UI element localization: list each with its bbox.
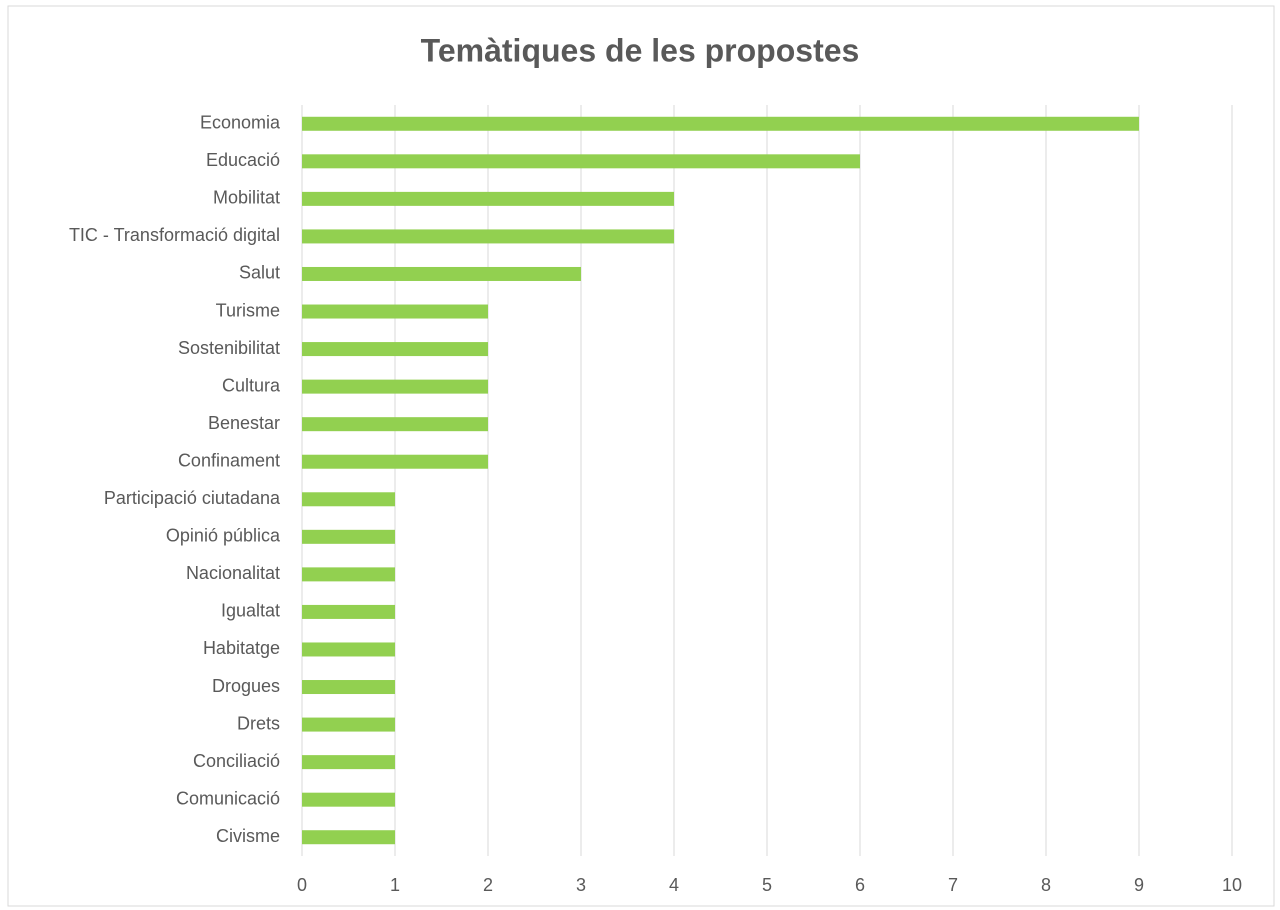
bar — [302, 342, 488, 357]
bar — [302, 154, 860, 169]
y-tick-label: Habitatge — [203, 638, 280, 658]
bar — [302, 266, 581, 281]
y-tick-label: Conciliació — [193, 751, 280, 771]
bar — [302, 417, 488, 432]
bar — [302, 642, 395, 657]
x-tick-label: 10 — [1222, 875, 1242, 895]
y-tick-label: Confinament — [178, 450, 280, 470]
bar — [302, 717, 395, 732]
bar — [302, 229, 674, 244]
y-tick-label: Salut — [239, 263, 280, 283]
x-tick-label: 3 — [576, 875, 586, 895]
y-tick-label: TIC - Transformació digital — [69, 225, 280, 245]
bar — [302, 755, 395, 770]
x-tick-label: 6 — [855, 875, 865, 895]
y-tick-label: Nacionalitat — [186, 563, 280, 583]
y-tick-label: Igualtat — [221, 601, 280, 621]
y-tick-label: Sostenibilitat — [178, 338, 280, 358]
x-tick-label: 9 — [1134, 875, 1144, 895]
bar — [302, 454, 488, 469]
x-tick-label: 5 — [762, 875, 772, 895]
y-tick-label: Mobilitat — [213, 188, 280, 208]
x-tick-label: 8 — [1041, 875, 1051, 895]
y-tick-label: Educació — [206, 150, 280, 170]
y-tick-label: Benestar — [208, 413, 280, 433]
bar — [302, 567, 395, 582]
y-tick-label: Opinió pública — [166, 526, 281, 546]
y-tick-label: Cultura — [222, 375, 281, 395]
x-tick-label: 2 — [483, 875, 493, 895]
bar — [302, 604, 395, 619]
bar — [302, 830, 395, 845]
y-tick-label: Drets — [237, 713, 280, 733]
y-tick-label: Participació ciutadana — [104, 488, 281, 508]
bar — [302, 792, 395, 807]
chart-title: Temàtiques de les propostes — [421, 32, 860, 68]
y-tick-label: Turisme — [216, 300, 280, 320]
bar — [302, 680, 395, 695]
bar — [302, 304, 488, 319]
y-tick-label: Drogues — [212, 676, 280, 696]
bar — [302, 116, 1139, 131]
y-tick-label: Economia — [200, 113, 281, 133]
x-tick-label: 4 — [669, 875, 679, 895]
bar — [302, 529, 395, 544]
x-tick-label: 7 — [948, 875, 958, 895]
bar — [302, 379, 488, 394]
bar — [302, 492, 395, 507]
y-tick-label: Comunicació — [176, 788, 280, 808]
y-tick-label: Civisme — [216, 826, 280, 846]
x-tick-label: 0 — [297, 875, 307, 895]
bar — [302, 191, 674, 206]
x-tick-label: 1 — [390, 875, 400, 895]
